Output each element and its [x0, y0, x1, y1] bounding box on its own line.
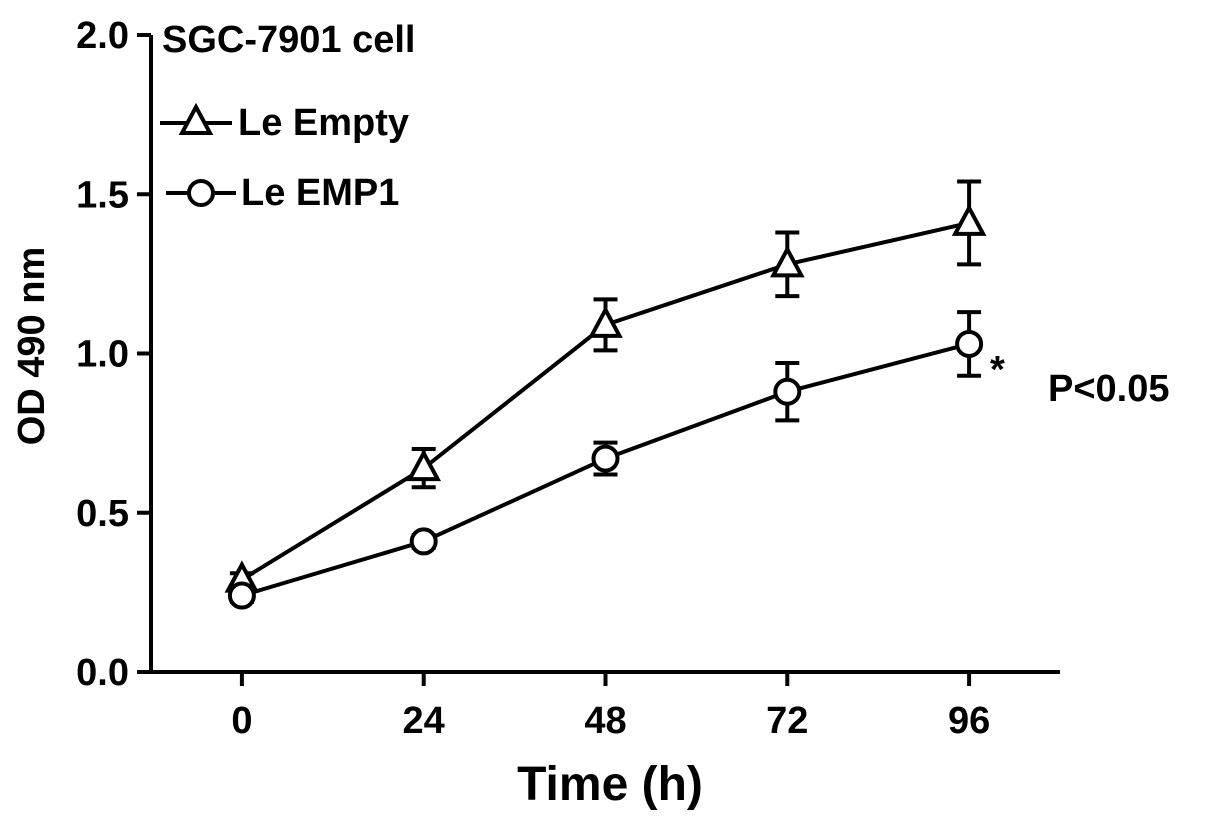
data-point-triangle [588, 305, 623, 338]
series-line-triangle [240, 220, 970, 582]
x-tick-label: 96 [948, 700, 990, 742]
y-tick-label: 1.0 [76, 334, 129, 376]
data-point-circle [773, 377, 802, 406]
x-axis-title: Time (h) [517, 758, 703, 811]
data-point-triangle [951, 203, 987, 236]
x-axis-ticks: 0 24 48 72 96 [231, 672, 990, 742]
legend-label-le-empty: Le Empty [238, 102, 409, 144]
y-axis-ticks: 0.0 0.5 1.0 1.5 2.0 [76, 15, 151, 694]
y-tick-label: 1.5 [76, 174, 129, 216]
legend-label-le-emp1: Le EMP1 [241, 172, 399, 214]
y-tick-label: 2.0 [76, 15, 129, 57]
series-circle [227, 310, 984, 610]
data-point-circle [955, 329, 984, 358]
data-point-triangle [406, 448, 442, 482]
x-tick-label: 0 [231, 700, 252, 742]
series-triangle [224, 179, 987, 593]
y-tick-label: 0.0 [76, 652, 129, 694]
legend-marker-triangle [178, 102, 214, 135]
x-tick-label: 72 [766, 700, 808, 742]
legend: Le Empty Le EMP1 [160, 102, 409, 214]
x-tick-label: 48 [584, 700, 626, 742]
data-point-circle [409, 527, 438, 556]
significance-mark: * [990, 349, 1005, 391]
y-axis-title: OD 490 nm [11, 247, 53, 446]
legend-marker-circle [187, 179, 215, 207]
data-point-triangle [769, 245, 805, 278]
series-layer [224, 179, 987, 610]
data-point-circle [591, 444, 620, 473]
data-point-circle [227, 581, 256, 610]
y-tick-label: 0.5 [76, 493, 129, 535]
x-tick-label: 24 [403, 700, 445, 742]
chart-title: SGC-7901 cell [162, 19, 415, 61]
p-value-annotation: P<0.05 [1048, 368, 1170, 410]
